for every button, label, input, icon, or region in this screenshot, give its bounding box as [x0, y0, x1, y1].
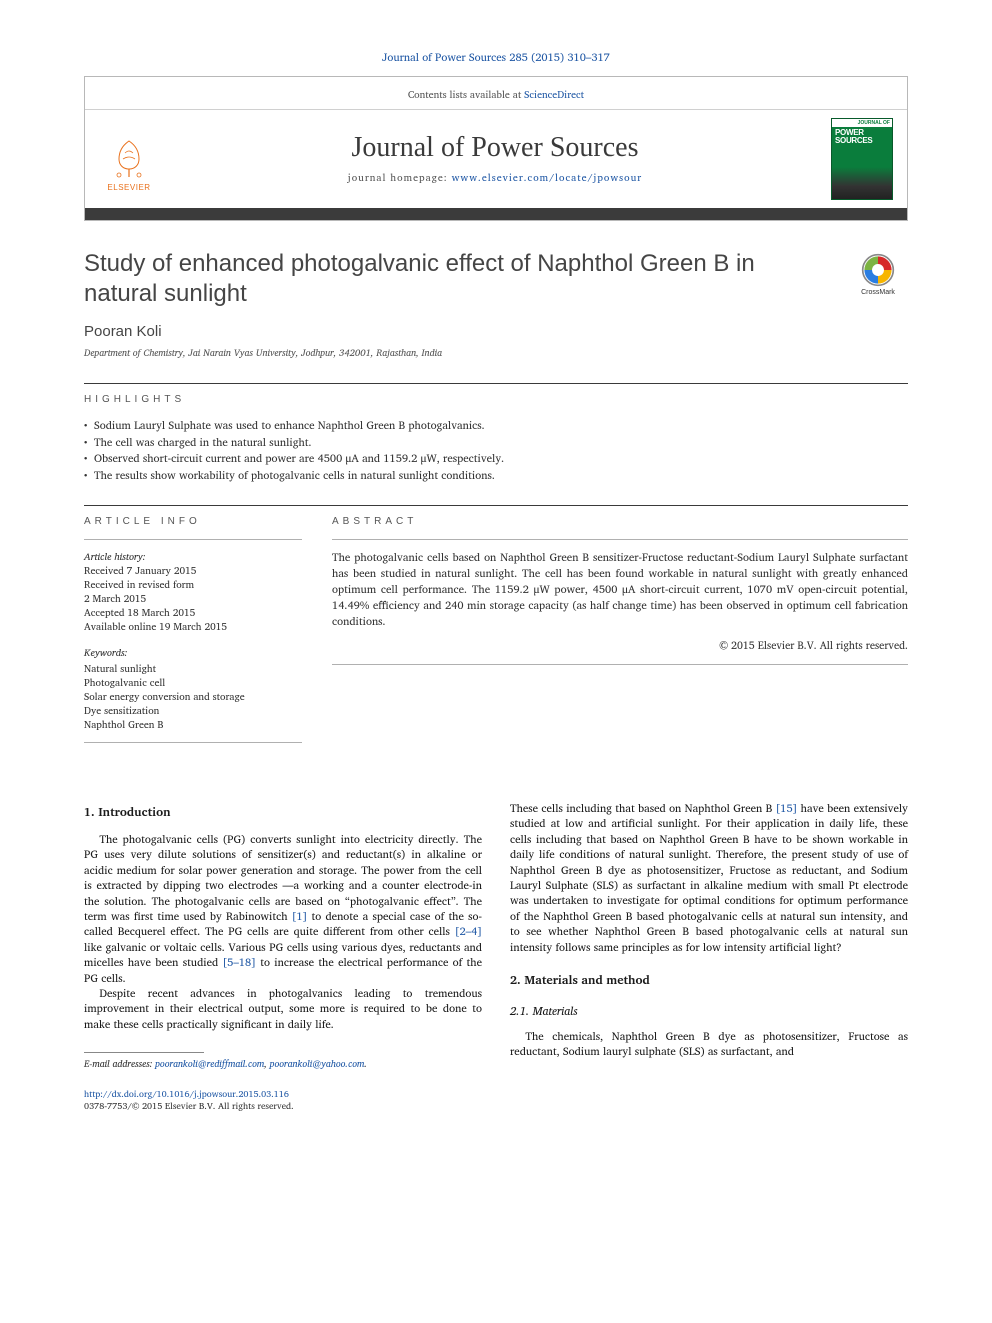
keyword: Naphthol Green B — [84, 718, 302, 732]
online-date: Available online 19 March 2015 — [84, 620, 302, 634]
article-info-label: ARTICLE INFO — [84, 516, 302, 527]
article-title: Study of enhanced photogalvanic effect o… — [84, 249, 832, 309]
homepage-link[interactable]: www.elsevier.com/locate/jpowsour — [452, 170, 643, 186]
affiliation: Department of Chemistry, Jai Narain Vyas… — [84, 346, 908, 361]
body-paragraph: Despite recent advances in photogalvanic… — [84, 986, 482, 1032]
cover-top: JOURNAL OF — [832, 119, 892, 127]
revised-date-l1: Received in revised form — [84, 578, 302, 592]
body-paragraph: These cells including that based on Naph… — [510, 801, 908, 955]
keyword: Photogalvanic cell — [84, 676, 302, 690]
crossmark-icon — [861, 253, 895, 287]
article-history: Article history: Received 7 January 2015… — [84, 550, 302, 732]
homepage-prefix: journal homepage: — [348, 170, 452, 186]
cover-title: POWER SOURCES — [832, 127, 892, 147]
abstract-label: ABSTRACT — [332, 516, 908, 527]
subsection-heading-materials: 2.1. Materials — [510, 1002, 908, 1021]
section-heading-materials: 2. Materials and method — [510, 971, 908, 990]
journal-cover-thumb: JOURNAL OF POWER SOURCES — [831, 118, 893, 200]
body-paragraph: The photogalvanic cells (PG) converts su… — [84, 832, 482, 986]
highlight-item: The cell was charged in the natural sunl… — [84, 434, 908, 451]
highlight-item: Observed short-circuit current and power… — [84, 450, 908, 467]
crossmark-label: CrossMark — [861, 289, 895, 296]
highlight-item: Sodium Lauryl Sulphate was used to enhan… — [84, 417, 908, 434]
contents-prefix: Contents lists available at — [408, 87, 524, 103]
highlight-item: The results show workability of photogal… — [84, 467, 908, 484]
abstract-copyright: © 2015 Elsevier B.V. All rights reserved… — [332, 636, 908, 654]
email-link[interactable]: poorankoli@yahoo.com — [270, 1057, 365, 1072]
keyword: Dye sensitization — [84, 704, 302, 718]
highlights-label: HIGHLIGHTS — [84, 394, 908, 405]
highlights-list: Sodium Lauryl Sulphate was used to enhan… — [84, 417, 908, 483]
ref-link[interactable]: [5–18] — [223, 953, 256, 971]
crossmark-badge[interactable]: CrossMark — [848, 253, 908, 296]
history-head: Article history: — [84, 550, 302, 564]
journal-name: Journal of Power Sources — [159, 132, 831, 164]
citation: Journal of Power Sources 285 (2015) 310–… — [84, 48, 908, 66]
received-date: Received 7 January 2015 — [84, 564, 302, 578]
doi-block: http://dx.doi.org/10.1016/j.jpowsour.201… — [84, 1088, 482, 1111]
author-name: Pooran Koli — [84, 323, 908, 340]
revised-date-l2: 2 March 2015 — [84, 592, 302, 606]
contents-line: Contents lists available at ScienceDirec… — [85, 77, 907, 110]
email-addresses: E-mail addresses: poorankoli@rediffmail.… — [84, 1057, 482, 1072]
section-heading-intro: 1. Introduction — [84, 803, 482, 822]
keyword: Solar energy conversion and storage — [84, 690, 302, 704]
body-paragraph: The chemicals, Naphthol Green B dye as p… — [510, 1029, 908, 1060]
journal-homepage: journal homepage: www.elsevier.com/locat… — [159, 170, 831, 186]
keyword: Natural sunlight — [84, 662, 302, 676]
elsevier-logo: ELSEVIER — [99, 126, 159, 192]
email-link[interactable]: poorankoli@rediffmail.com — [155, 1057, 264, 1072]
abstract-text: The photogalvanic cells based on Naphtho… — [332, 550, 908, 630]
accent-bar — [85, 208, 907, 220]
accepted-date: Accepted 18 March 2015 — [84, 606, 302, 620]
body-text: 1. Introduction The photogalvanic cells … — [84, 801, 908, 1111]
sciencedirect-link[interactable]: ScienceDirect — [524, 87, 584, 103]
tree-icon — [105, 135, 153, 183]
keywords-head: Keywords: — [84, 646, 302, 660]
footnote-zone: E-mail addresses: poorankoli@rediffmail.… — [84, 1052, 482, 1072]
issn-copyright: 0378-7753/© 2015 Elsevier B.V. All right… — [84, 1098, 294, 1113]
journal-header: Contents lists available at ScienceDirec… — [84, 76, 908, 221]
elsevier-text: ELSEVIER — [107, 183, 150, 192]
